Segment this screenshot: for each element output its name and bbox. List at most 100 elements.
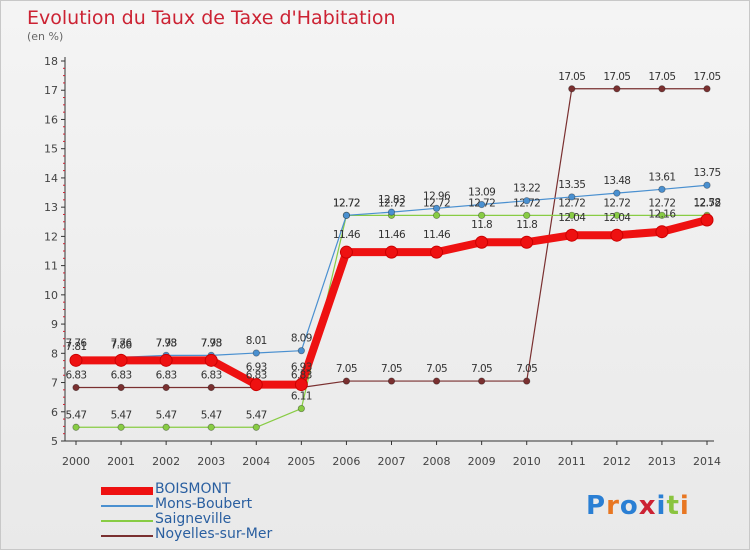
data-label-3: 17.05	[648, 71, 675, 83]
data-label-3: 7.05	[426, 363, 447, 375]
x-tick-label: 2011	[558, 455, 586, 468]
data-label-1: 13.61	[648, 171, 675, 183]
data-label-2: 12.72	[648, 197, 675, 209]
legend-swatch	[101, 487, 153, 495]
data-label-3: 17.05	[603, 71, 630, 83]
x-tick-label: 2013	[648, 455, 676, 468]
data-label-1: 13.48	[603, 175, 630, 187]
y-tick-label: 18	[44, 55, 58, 68]
series-point-3	[117, 383, 125, 392]
series-point-3	[72, 383, 80, 392]
data-label-2: 12.72	[378, 197, 405, 209]
y-tick-label: 16	[44, 113, 58, 126]
data-label-0: 12.58	[693, 197, 720, 209]
y-tick-label: 11	[44, 260, 58, 273]
x-tick-label: 2009	[468, 455, 496, 468]
series-point-2	[658, 211, 666, 219]
series-point-1	[387, 208, 396, 216]
data-label-0: 7.78	[201, 337, 222, 349]
logo-letter: P	[586, 491, 607, 521]
series-point-0	[475, 235, 489, 249]
series-point-1	[297, 347, 305, 355]
logo-letter: x	[638, 491, 657, 521]
y-tick-label: 15	[44, 143, 58, 156]
series-point-3	[207, 383, 215, 392]
legend-swatch	[101, 520, 153, 522]
data-label-3: 6.83	[246, 370, 267, 382]
data-label-3: 7.05	[471, 363, 492, 375]
data-label-3: 7.05	[381, 363, 402, 375]
series-point-2	[568, 211, 576, 219]
data-label-2: 5.47	[66, 409, 87, 421]
series-point-1	[703, 181, 711, 189]
x-tick-label: 2000	[62, 455, 90, 468]
logo-letter: i	[656, 491, 667, 521]
data-label-2: 12.72	[693, 197, 720, 209]
series-point-0	[204, 353, 218, 367]
data-label-0: 12.04	[558, 212, 586, 224]
series-point-1	[252, 349, 260, 357]
y-tick-label: 8	[51, 347, 58, 360]
logo-letter: i	[679, 491, 690, 521]
x-tick-label: 2005	[287, 455, 315, 468]
y-tick-label: 14	[44, 172, 58, 185]
data-label-1: 8.01	[246, 335, 267, 347]
series-point-1	[342, 211, 351, 219]
series-point-0	[655, 225, 669, 239]
y-tick-label: 6	[51, 406, 58, 419]
data-label-2: 5.47	[156, 409, 177, 421]
legend-label: BOISMONT	[155, 481, 231, 497]
series-point-3	[478, 377, 486, 385]
y-tick-label: 10	[44, 289, 58, 302]
data-label-2: 6.11	[291, 391, 312, 403]
data-label-0: 12.04	[603, 212, 631, 224]
data-label-0: 11.46	[423, 229, 451, 241]
series-point-2	[252, 423, 260, 431]
series-point-2	[162, 423, 170, 431]
legend-label: Saigneville	[155, 511, 232, 527]
data-label-1: 7.86	[111, 339, 133, 351]
logo-letter: r	[606, 491, 620, 521]
legend-label: Noyelles-sur-Mer	[155, 526, 273, 542]
data-label-3: 6.83	[111, 370, 132, 382]
data-label-2: 12.72	[558, 197, 585, 209]
series-point-0	[294, 378, 308, 392]
series-point-0	[159, 353, 173, 367]
data-label-2: 5.47	[246, 409, 267, 421]
logo-letter: t	[666, 491, 680, 521]
chart-subtitle: (en %)	[27, 30, 64, 43]
series-point-0	[520, 235, 534, 249]
x-tick-label: 2007	[378, 455, 406, 468]
series-point-3	[342, 377, 351, 385]
data-label-2: 12.72	[333, 197, 360, 209]
x-tick-label: 2001	[107, 455, 135, 468]
data-label-0: 11.46	[333, 229, 361, 241]
data-label-3: 6.83	[201, 370, 222, 382]
series-point-1	[613, 189, 621, 197]
x-tick-label: 2012	[603, 455, 631, 468]
series-point-3	[613, 85, 621, 93]
logo-letter: o	[619, 491, 639, 521]
data-label-3: 6.83	[66, 370, 87, 382]
x-tick-label: 2006	[332, 455, 360, 468]
data-label-1: 13.09	[468, 187, 495, 199]
series-point-3	[658, 85, 666, 93]
y-tick-label: 17	[44, 84, 58, 97]
series-point-3	[162, 383, 170, 392]
series-point-1	[432, 204, 441, 212]
series-point-0	[565, 228, 579, 242]
data-label-0: 7.78	[156, 337, 177, 349]
x-tick-label: 2003	[197, 455, 225, 468]
data-label-0: 7.76	[111, 337, 133, 349]
data-label-0: 7.76	[66, 337, 88, 349]
series-point-2	[117, 423, 125, 431]
data-label-1: 12.72	[333, 197, 360, 209]
series-point-2	[72, 423, 80, 431]
data-label-1: 12.83	[378, 194, 405, 206]
data-label-1: 13.75	[693, 167, 720, 179]
legend-label: Mons-Boubert	[155, 496, 253, 512]
data-label-3: 17.05	[693, 71, 720, 83]
y-tick-label: 13	[44, 201, 58, 214]
data-label-1: 8.09	[291, 333, 312, 345]
data-label-1: 7.93	[156, 337, 177, 349]
